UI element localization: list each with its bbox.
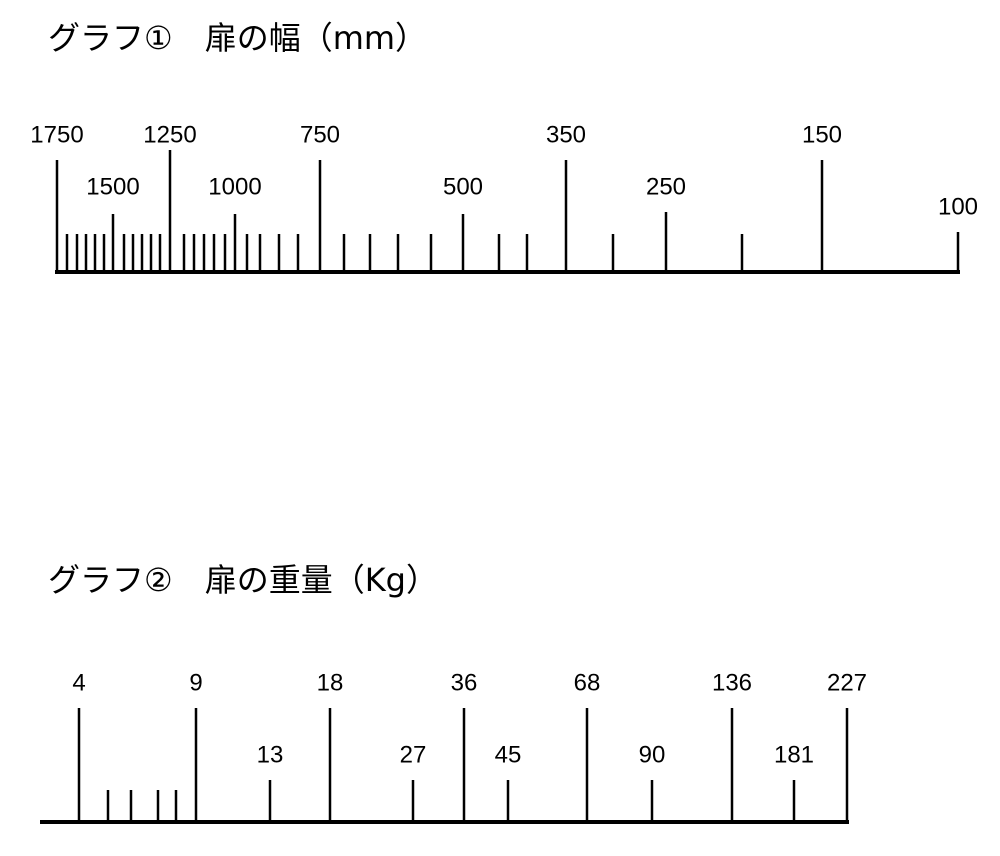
tick-label: 1500: [86, 173, 139, 200]
graph-title: グラフ① 扉の幅（mm）: [48, 19, 427, 57]
tick-label: 9: [189, 669, 202, 696]
tick-label: 1250: [143, 121, 196, 148]
tick-label: 45: [495, 741, 522, 768]
tick-label: 27: [400, 741, 427, 768]
tick-label: 90: [639, 741, 666, 768]
tick-label: 181: [774, 741, 814, 768]
graph-title: グラフ② 扉の重量（Kg）: [48, 561, 438, 599]
tick-label: 227: [827, 669, 867, 696]
tick-label: 36: [451, 669, 478, 696]
tick-label: 750: [300, 121, 340, 148]
tick-label: 4: [72, 669, 85, 696]
tick-label: 500: [443, 173, 483, 200]
tick-label: 68: [574, 669, 601, 696]
tick-label: 18: [317, 669, 344, 696]
tick-label: 350: [546, 121, 586, 148]
tick-label: 1000: [208, 173, 261, 200]
tick-label: 100: [938, 193, 978, 220]
tick-label: 250: [646, 173, 686, 200]
tick-label: 13: [257, 741, 284, 768]
tick-label: 1750: [30, 121, 83, 148]
tick-label: 150: [802, 121, 842, 148]
tick-label: 136: [712, 669, 752, 696]
